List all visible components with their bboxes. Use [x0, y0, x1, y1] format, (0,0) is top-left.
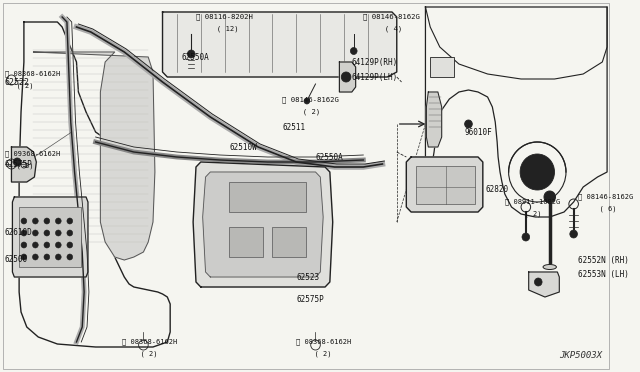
Text: 62820: 62820	[486, 185, 509, 193]
Circle shape	[67, 254, 73, 260]
Circle shape	[304, 98, 310, 104]
Text: 62552N (RH): 62552N (RH)	[579, 256, 629, 264]
Circle shape	[56, 254, 61, 260]
Text: Ⓑ 08146-8162G: Ⓑ 08146-8162G	[364, 14, 420, 20]
Text: ( 2): ( 2)	[294, 109, 321, 115]
Circle shape	[67, 242, 73, 248]
Circle shape	[570, 230, 577, 238]
Polygon shape	[12, 197, 88, 277]
Circle shape	[33, 242, 38, 248]
Text: 62550A: 62550A	[182, 52, 209, 61]
Text: ( 2): ( 2)	[516, 211, 542, 217]
Text: Ⓢ 08368-6162H: Ⓢ 08368-6162H	[122, 339, 178, 345]
Text: Ⓢ 08368-6162H: Ⓢ 08368-6162H	[4, 71, 60, 77]
Bar	[273, 227, 306, 257]
Circle shape	[67, 230, 73, 236]
Text: 62553N (LH): 62553N (LH)	[579, 269, 629, 279]
Circle shape	[341, 72, 351, 82]
Text: 62575P: 62575P	[4, 160, 33, 169]
Text: ( 2): ( 2)	[8, 83, 33, 89]
Text: 62522: 62522	[4, 77, 30, 87]
Polygon shape	[193, 162, 333, 287]
Text: ( 6): ( 6)	[591, 206, 616, 212]
Circle shape	[522, 233, 530, 241]
Text: 64129P(RH): 64129P(RH)	[352, 58, 398, 67]
Text: ( 2): ( 2)	[132, 351, 157, 357]
Circle shape	[44, 218, 50, 224]
Circle shape	[544, 191, 556, 203]
Polygon shape	[12, 147, 36, 182]
Circle shape	[188, 50, 195, 58]
Circle shape	[33, 254, 38, 260]
Polygon shape	[529, 272, 559, 297]
Circle shape	[21, 218, 27, 224]
Polygon shape	[19, 22, 170, 347]
Circle shape	[33, 230, 38, 236]
Circle shape	[44, 242, 50, 248]
Text: 62610D: 62610D	[4, 228, 33, 237]
Polygon shape	[203, 172, 323, 277]
Circle shape	[21, 254, 27, 260]
Circle shape	[465, 120, 472, 128]
Text: 62500: 62500	[4, 256, 28, 264]
Text: Ⓑ 08146-8162G: Ⓑ 08146-8162G	[579, 194, 634, 200]
Text: 62511: 62511	[282, 122, 305, 131]
Polygon shape	[426, 92, 442, 147]
Text: JKP5003X: JKP5003X	[559, 351, 602, 360]
Circle shape	[44, 230, 50, 236]
Bar	[230, 182, 306, 212]
Bar	[19, 207, 81, 267]
Text: Ⓝ 08911-1082G: Ⓝ 08911-1082G	[505, 199, 560, 205]
Text: Ⓢ 08368-6162H: Ⓢ 08368-6162H	[296, 339, 351, 345]
Text: 62575P: 62575P	[296, 295, 324, 305]
Text: 96010F: 96010F	[465, 128, 492, 137]
Circle shape	[13, 158, 21, 166]
Text: Ⓑ 08116-8202H: Ⓑ 08116-8202H	[196, 14, 253, 20]
Circle shape	[534, 278, 542, 286]
Ellipse shape	[543, 264, 556, 269]
Text: Ⓢ 09368-6162H: Ⓢ 09368-6162H	[4, 151, 60, 157]
Circle shape	[21, 230, 27, 236]
Circle shape	[56, 242, 61, 248]
Text: 62550A: 62550A	[316, 153, 343, 161]
Bar	[230, 227, 263, 257]
Text: Ⓑ 08146-8162G: Ⓑ 08146-8162G	[282, 97, 339, 103]
Text: ( 2): ( 2)	[306, 351, 332, 357]
Polygon shape	[339, 62, 356, 92]
Circle shape	[21, 242, 27, 248]
Circle shape	[350, 48, 357, 55]
Text: 64129P(LH): 64129P(LH)	[352, 73, 398, 81]
Bar	[416, 166, 475, 204]
Bar	[430, 57, 454, 77]
Circle shape	[33, 218, 38, 224]
Text: ( 12): ( 12)	[209, 26, 239, 32]
Circle shape	[56, 230, 61, 236]
Polygon shape	[426, 7, 607, 217]
Circle shape	[44, 254, 50, 260]
Polygon shape	[33, 52, 155, 260]
Circle shape	[67, 218, 73, 224]
Polygon shape	[17, 17, 397, 354]
Polygon shape	[406, 157, 483, 212]
Circle shape	[56, 218, 61, 224]
Text: ( 2): ( 2)	[8, 163, 33, 169]
Text: ( 4): ( 4)	[376, 26, 402, 32]
Text: 62523: 62523	[296, 273, 319, 282]
Circle shape	[520, 154, 554, 190]
Text: 62510W: 62510W	[230, 142, 257, 151]
Polygon shape	[163, 12, 397, 77]
